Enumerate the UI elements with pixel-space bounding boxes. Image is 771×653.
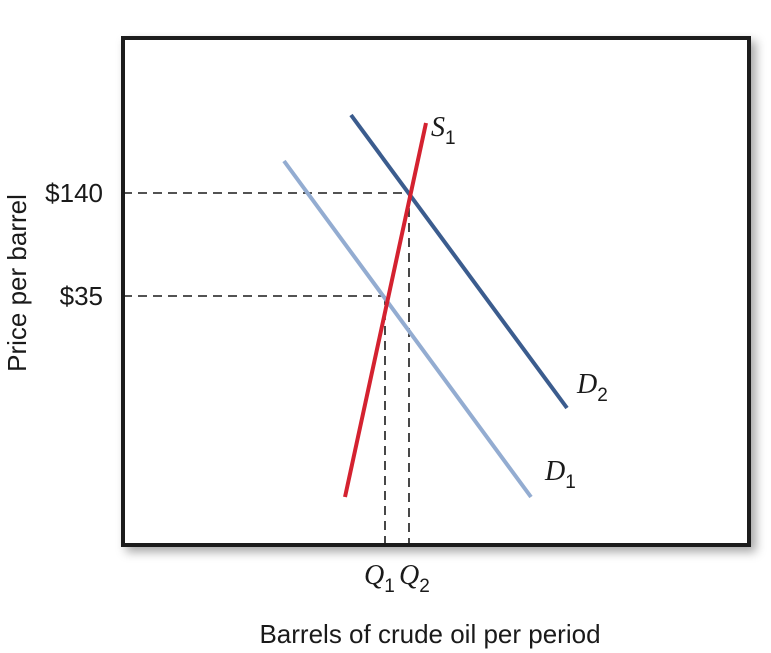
x-tick-label: Q2	[399, 560, 430, 597]
x-tick-labels: Q1 Q2	[364, 560, 430, 597]
y-tick-label: $35	[60, 281, 103, 311]
curves	[282, 113, 569, 499]
plot-area	[121, 36, 751, 547]
y-tick-label: $140	[45, 178, 103, 208]
curve-label-s1: S1	[431, 112, 456, 149]
curve-s1	[343, 122, 428, 498]
curve-d2	[349, 113, 569, 410]
y-tick-labels: $35 $140	[45, 178, 103, 311]
curve-label-d2: D2	[576, 369, 608, 406]
x-tick-label: Q1	[364, 560, 395, 597]
y-axis-title: Price per barrel	[2, 194, 32, 372]
curve-label-d1: D1	[544, 456, 576, 493]
guide-lines	[123, 192, 410, 545]
curve-labels: D1 D2 S1	[431, 112, 608, 493]
curve-d1	[282, 159, 533, 499]
x-axis-title: Barrels of crude oil per period	[259, 619, 600, 649]
